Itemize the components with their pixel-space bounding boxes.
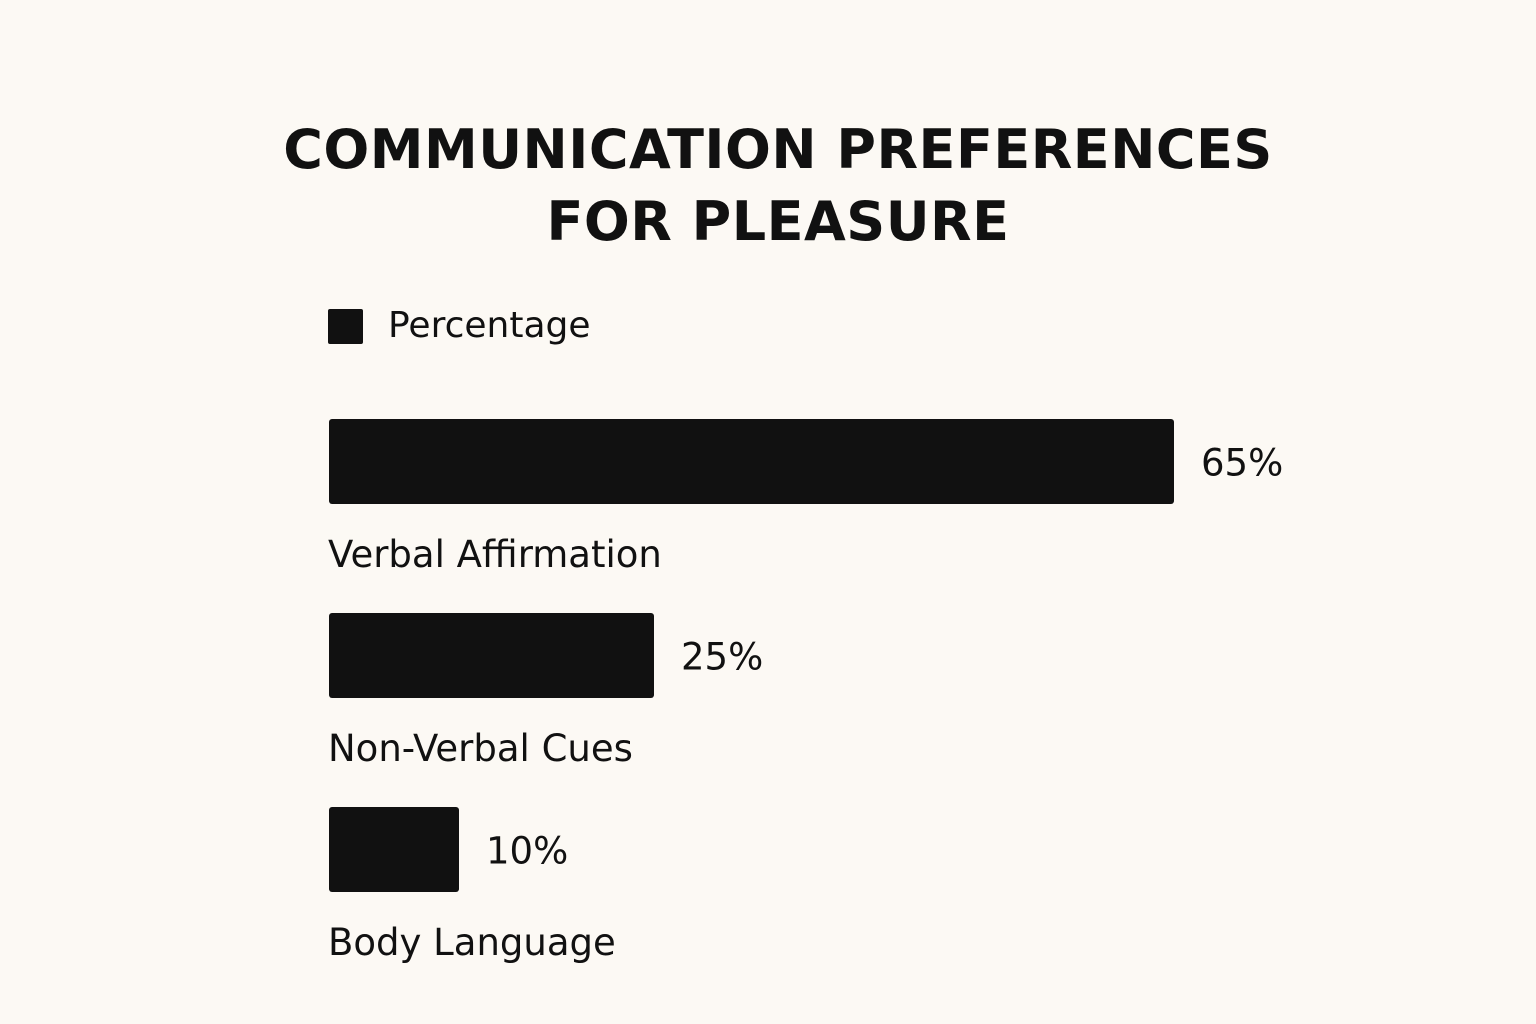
chart-title-line-1: COMMUNICATION PREFERENCES: [283, 118, 1273, 181]
chart-title: COMMUNICATION PREFERENCES FOR PLEASURE: [268, 114, 1288, 258]
category-label-body-language: Body Language: [328, 921, 616, 964]
chart-title-line-2: FOR PLEASURE: [546, 190, 1010, 253]
bar-non-verbal-cues: [329, 613, 654, 698]
bar-verbal-affirmation: [329, 419, 1174, 504]
legend-swatch-percentage: [328, 308, 363, 344]
chart-legend: Percentage: [328, 304, 591, 348]
category-label-verbal-affirmation: Verbal Affirmation: [328, 533, 662, 576]
bar-body-language: [329, 807, 459, 892]
value-label-body-language: 10%: [486, 830, 568, 873]
value-label-non-verbal-cues: 25%: [681, 636, 763, 679]
legend-label-percentage: Percentage: [388, 305, 591, 346]
value-label-verbal-affirmation: 65%: [1201, 442, 1283, 485]
category-label-non-verbal-cues: Non-Verbal Cues: [328, 727, 633, 770]
